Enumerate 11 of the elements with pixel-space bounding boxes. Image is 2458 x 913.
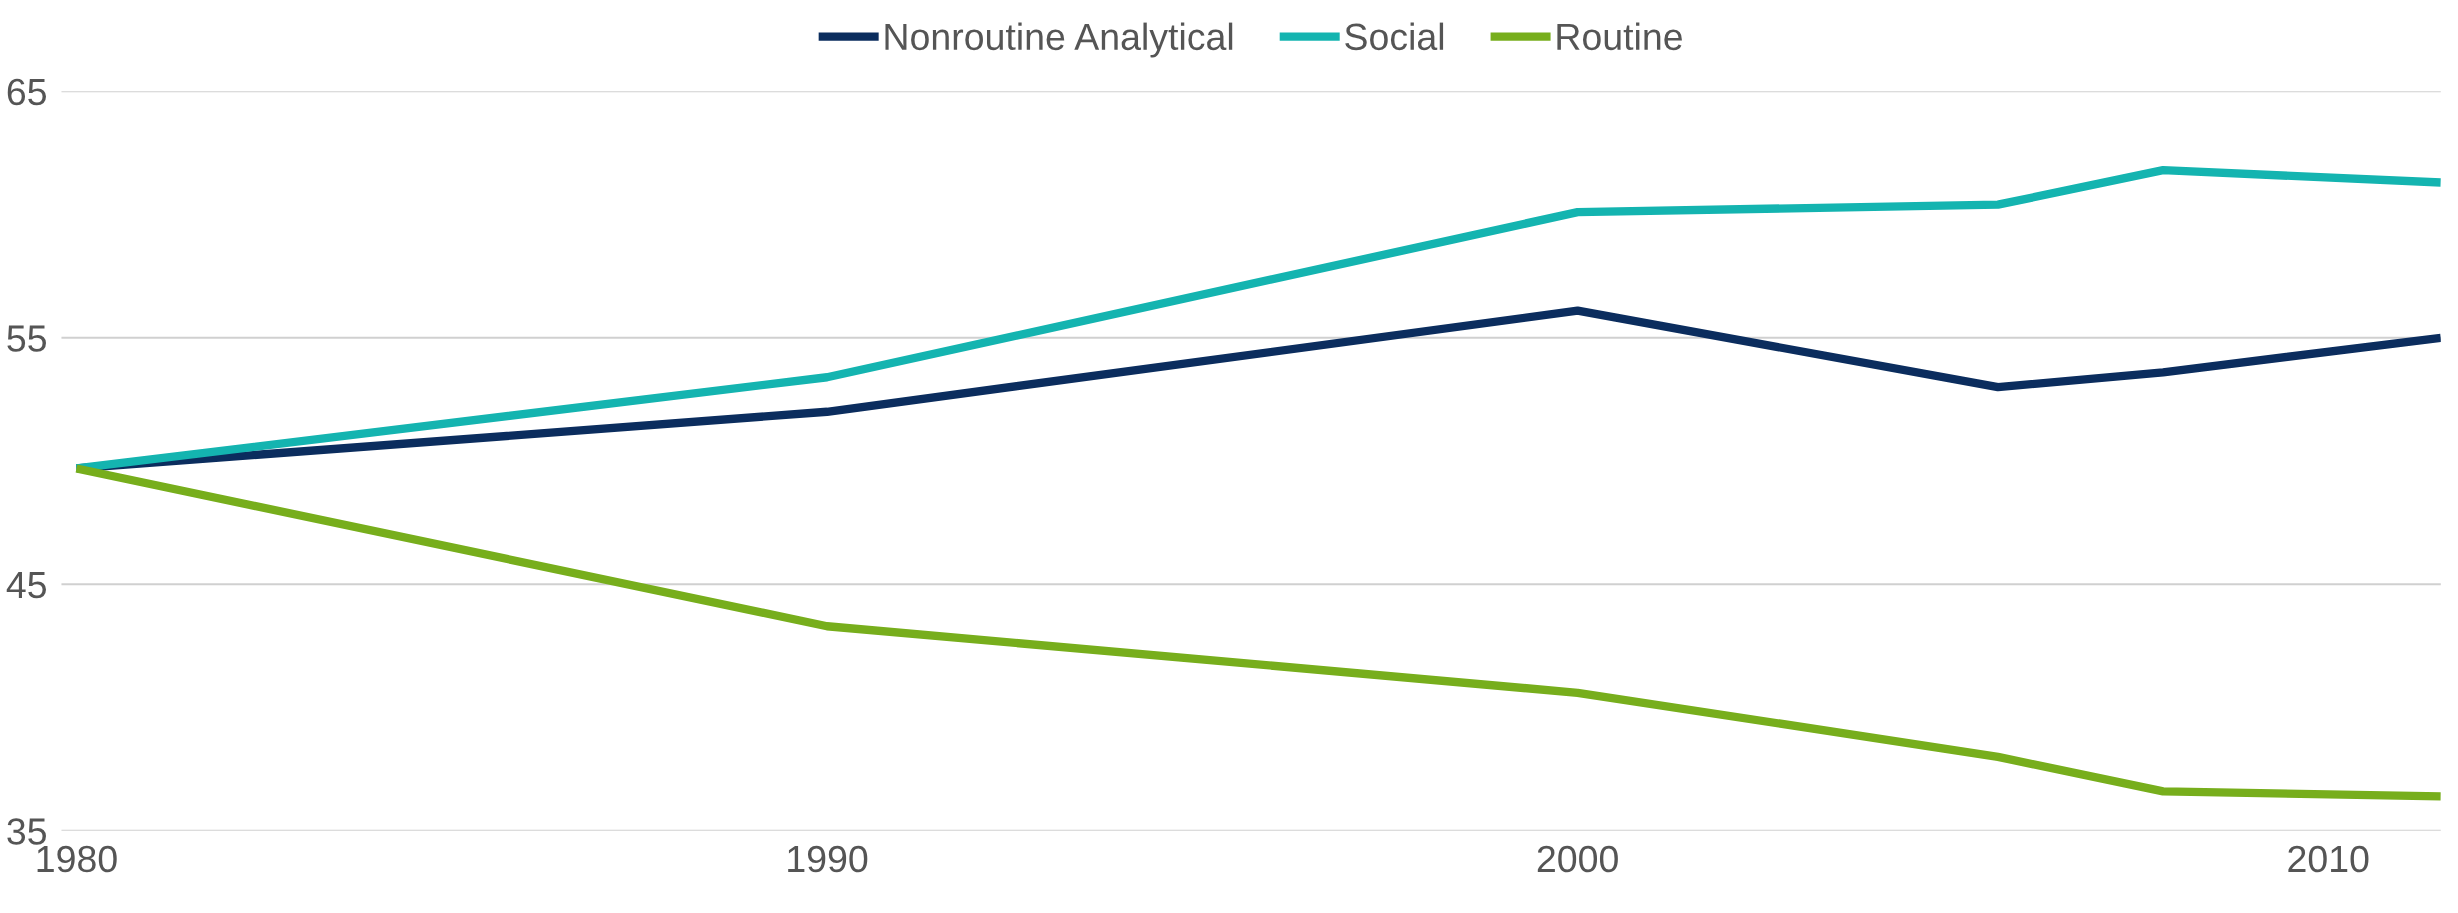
y-tick-label: 55 — [7, 325, 46, 352]
legend-label: Social — [1345, 22, 1444, 51]
x-tick-label: 1980 — [37, 845, 117, 873]
y-tick-label: 45 — [6, 572, 46, 599]
y-tick-label: 35 — [7, 818, 46, 845]
legend-label: Nonroutine Analytical — [885, 22, 1233, 58]
y-tick-label: 65 — [7, 78, 46, 106]
legend-label: Routine — [1557, 22, 1682, 51]
x-tick-label: 2010 — [2288, 845, 2369, 873]
x-tick-label: 2000 — [1537, 845, 1618, 873]
x-tick-label: 1990 — [788, 845, 868, 873]
